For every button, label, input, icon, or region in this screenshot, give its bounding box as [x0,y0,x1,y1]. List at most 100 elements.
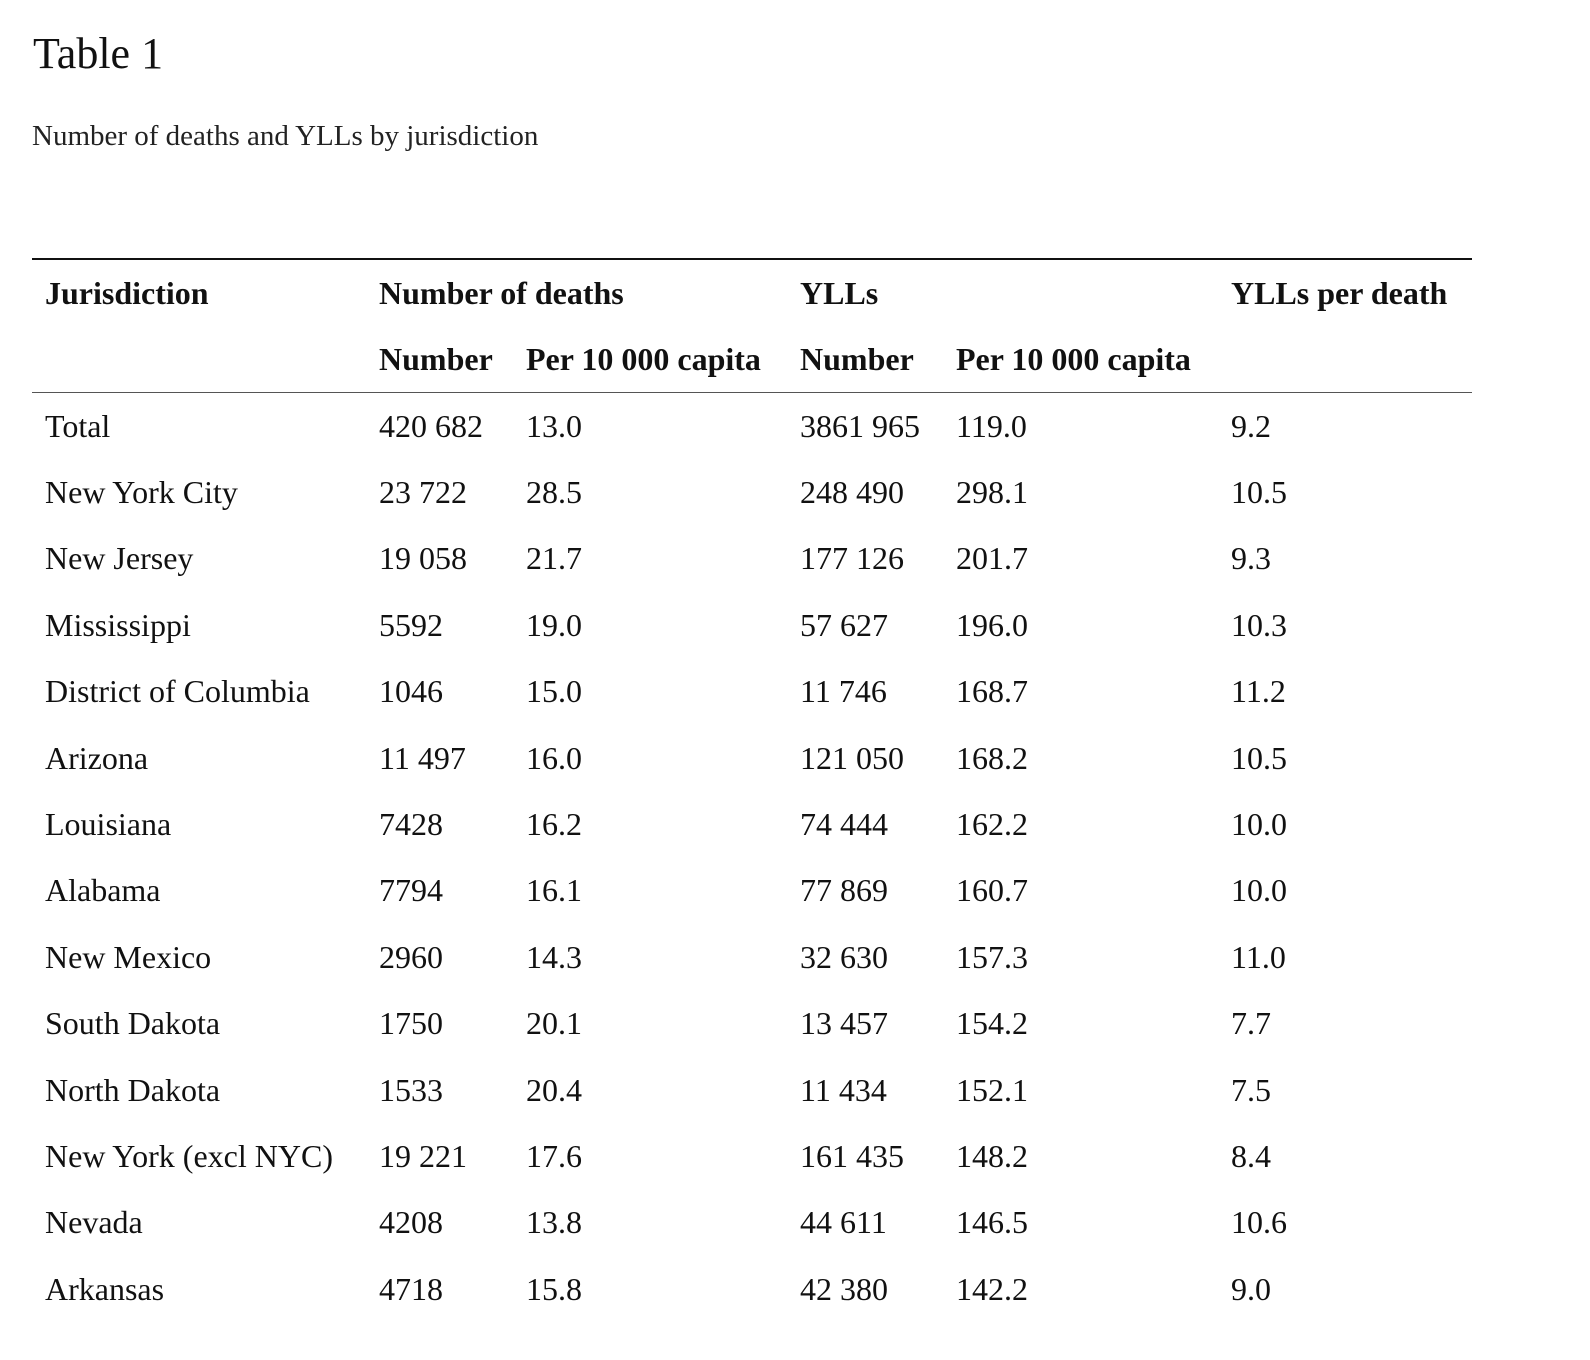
cell-deaths-per-capita: 17.6 [526,1137,582,1174]
cell-jurisdiction: District of Columbia [45,673,310,710]
cell-ylls-per-capita: 119.0 [956,407,1027,444]
cell-ylls-number: 3861 965 [800,407,920,444]
cell-deaths-number: 19 058 [379,540,467,577]
cell-deaths-per-capita: 21.7 [526,540,582,577]
cell-ylls-per-death: 11.2 [1231,673,1286,710]
cell-deaths-per-capita: 13.0 [526,407,582,444]
header-group-row: Jurisdiction Number of deaths YLLs YLLs … [32,258,1472,326]
header-ylls-per-death: YLLs per death [1218,258,1472,326]
cell-deaths-number: 7794 [379,872,443,909]
table-body: Total 420 682 13.0 3861 965 119.0 9.2 New York… [32,393,1472,1323]
cell-ylls-per-capita: 160.7 [956,872,1028,909]
cell-deaths-number: 4208 [379,1204,443,1241]
cell-ylls-per-death: 10.3 [1231,606,1287,643]
header-number-of-deaths: Number of deaths [366,258,787,326]
cell-deaths-per-capita: 14.3 [526,938,582,975]
table-row: New Mexico 2960 14.3 32 630 157.3 11.0 [32,924,1472,990]
cell-jurisdiction: Arkansas [45,1270,165,1307]
table-row: Mississippi 5592 19.0 57 627 196.0 10.3 [32,592,1472,658]
cell-ylls-per-death: 7.7 [1231,1005,1271,1042]
cell-ylls-per-death: 11.0 [1231,938,1286,975]
table-header: Jurisdiction Number of deaths YLLs YLLs … [32,258,1472,393]
cell-deaths-number: 4718 [379,1270,443,1307]
cell-ylls-number: 121 050 [800,739,904,776]
cell-ylls-per-capita: 168.7 [956,673,1028,710]
cell-jurisdiction: Total [45,407,111,444]
cell-jurisdiction: New Jersey [45,540,194,577]
subheader-ylls-per-capita: Per 10 000 capita [943,326,1218,393]
cell-ylls-per-death: 10.0 [1231,872,1287,909]
cell-ylls-number: 11 746 [800,673,887,710]
cell-ylls-per-capita: 201.7 [956,540,1028,577]
cell-jurisdiction: North Dakota [45,1071,221,1108]
table-row: Nevada 4208 13.8 44 611 146.5 10.6 [32,1190,1472,1256]
table-row: Louisiana 7428 16.2 74 444 162.2 10.0 [32,791,1472,857]
cell-ylls-number: 77 869 [800,872,888,909]
cell-ylls-number: 42 380 [800,1270,888,1307]
cell-ylls-per-capita: 154.2 [956,1005,1028,1042]
subheader-deaths-per-capita: Per 10 000 capita [513,326,787,393]
cell-jurisdiction: South Dakota [45,1005,221,1042]
cell-jurisdiction: New Mexico [45,938,212,975]
table-row: South Dakota 1750 20.1 13 457 154.2 7.7 [32,991,1472,1057]
cell-deaths-per-capita: 20.4 [526,1071,582,1108]
jurisdiction-table: Jurisdiction Number of deaths YLLs YLLs … [32,258,1472,1322]
table-row: Arizona 11 497 16.0 121 050 168.2 10.5 [32,725,1472,791]
cell-ylls-per-capita: 146.5 [956,1204,1028,1241]
cell-jurisdiction: Alabama [45,872,161,909]
cell-ylls-per-capita: 298.1 [956,474,1028,511]
cell-ylls-number: 74 444 [800,806,888,843]
cell-ylls-per-death: 10.6 [1231,1204,1287,1241]
table-row: District of Columbia 1046 15.0 11 746 168.7 1… [32,659,1472,725]
cell-ylls-per-capita: 142.2 [956,1270,1028,1307]
cell-jurisdiction: New York (excl NYC) [45,1137,333,1174]
subheader-deaths-number: Number [366,326,513,393]
subheader-ylls-number: Number [787,326,943,393]
cell-deaths-per-capita: 16.1 [526,872,582,909]
cell-deaths-per-capita: 28.5 [526,474,582,511]
cell-ylls-per-capita: 148.2 [956,1137,1028,1174]
cell-ylls-number: 13 457 [800,1005,888,1042]
cell-deaths-number: 1533 [379,1071,443,1108]
cell-deaths-number: 420 682 [379,407,483,444]
cell-deaths-number: 7428 [379,806,443,843]
cell-ylls-per-capita: 152.1 [956,1071,1028,1108]
cell-deaths-per-capita: 19.0 [526,606,582,643]
cell-jurisdiction: Arizona [45,739,149,776]
cell-deaths-number: 5592 [379,606,443,643]
table-caption: Number of deaths and YLLs by jurisdictio… [32,120,539,152]
cell-jurisdiction: Mississippi [45,606,191,643]
cell-ylls-per-capita: 162.2 [956,806,1028,843]
cell-ylls-per-death: 10.5 [1231,739,1287,776]
cell-jurisdiction: New York City [45,474,238,511]
cell-jurisdiction: Louisiana [45,806,172,843]
cell-ylls-per-death: 9.3 [1231,540,1271,577]
cell-deaths-per-capita: 20.1 [526,1005,582,1042]
cell-deaths-per-capita: 16.2 [526,806,582,843]
cell-ylls-per-capita: 168.2 [956,739,1028,776]
header-empty-2 [1218,326,1472,393]
table-row: New York (excl NYC) 19 221 17.6 161 435 148.… [32,1123,1472,1189]
cell-ylls-per-death: 9.0 [1231,1270,1271,1307]
cell-ylls-number: 44 611 [800,1204,887,1241]
table-row: Total 420 682 13.0 3861 965 119.0 9.2 [32,393,1472,460]
cell-ylls-number: 248 490 [800,474,904,511]
header-empty [32,326,366,393]
table-row: New Jersey 19 058 21.7 177 126 201.7 9.3 [32,526,1472,592]
header-ylls: YLLs [787,258,1218,326]
cell-jurisdiction: Nevada [45,1204,143,1241]
cell-ylls-per-capita: 157.3 [956,938,1028,975]
cell-ylls-per-death: 8.4 [1231,1137,1271,1174]
header-sub-row: Number Per 10 000 capita Number Per 10 0… [32,326,1472,393]
cell-ylls-per-death: 7.5 [1231,1071,1271,1108]
cell-ylls-number: 161 435 [800,1137,904,1174]
cell-ylls-per-death: 9.2 [1231,407,1271,444]
cell-deaths-number: 2960 [379,938,443,975]
table-row: New York City 23 722 28.5 248 490 298.1 10.5 [32,459,1472,525]
page-title: Table 1 [33,29,164,78]
cell-ylls-per-death: 10.5 [1231,474,1287,511]
cell-deaths-number: 1046 [379,673,443,710]
cell-ylls-number: 57 627 [800,606,888,643]
cell-ylls-number: 32 630 [800,938,888,975]
cell-deaths-per-capita: 15.0 [526,673,582,710]
